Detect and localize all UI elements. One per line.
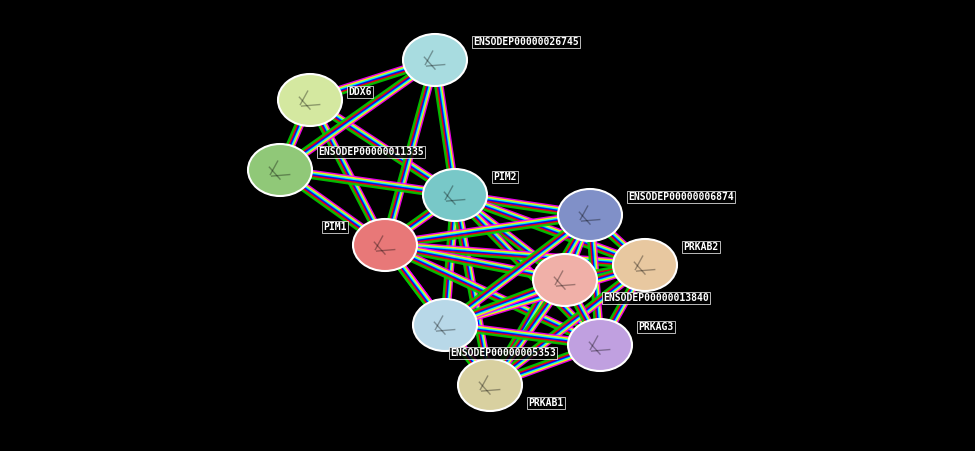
Ellipse shape <box>458 359 522 411</box>
Text: PIM2: PIM2 <box>493 172 517 182</box>
Text: ENSODEP00000013840: ENSODEP00000013840 <box>603 293 709 303</box>
Ellipse shape <box>613 239 677 291</box>
Ellipse shape <box>558 189 622 241</box>
Ellipse shape <box>413 299 477 351</box>
Ellipse shape <box>353 219 417 271</box>
Ellipse shape <box>278 74 342 126</box>
Text: ENSODEP00000026745: ENSODEP00000026745 <box>473 37 579 47</box>
Ellipse shape <box>533 254 597 306</box>
Text: PRKAG3: PRKAG3 <box>638 322 674 332</box>
Text: ENSODEP00000006874: ENSODEP00000006874 <box>628 192 734 202</box>
Ellipse shape <box>423 169 487 221</box>
Ellipse shape <box>248 144 312 196</box>
Ellipse shape <box>568 319 632 371</box>
Text: PRKAB2: PRKAB2 <box>683 242 719 252</box>
Text: DDX6: DDX6 <box>348 87 371 97</box>
Text: PIM1: PIM1 <box>324 222 347 232</box>
Ellipse shape <box>403 34 467 86</box>
Text: ENSODEP00000005353: ENSODEP00000005353 <box>450 348 556 358</box>
Text: PRKAB1: PRKAB1 <box>528 398 564 408</box>
Text: ENSODEP00000011335: ENSODEP00000011335 <box>318 147 424 157</box>
